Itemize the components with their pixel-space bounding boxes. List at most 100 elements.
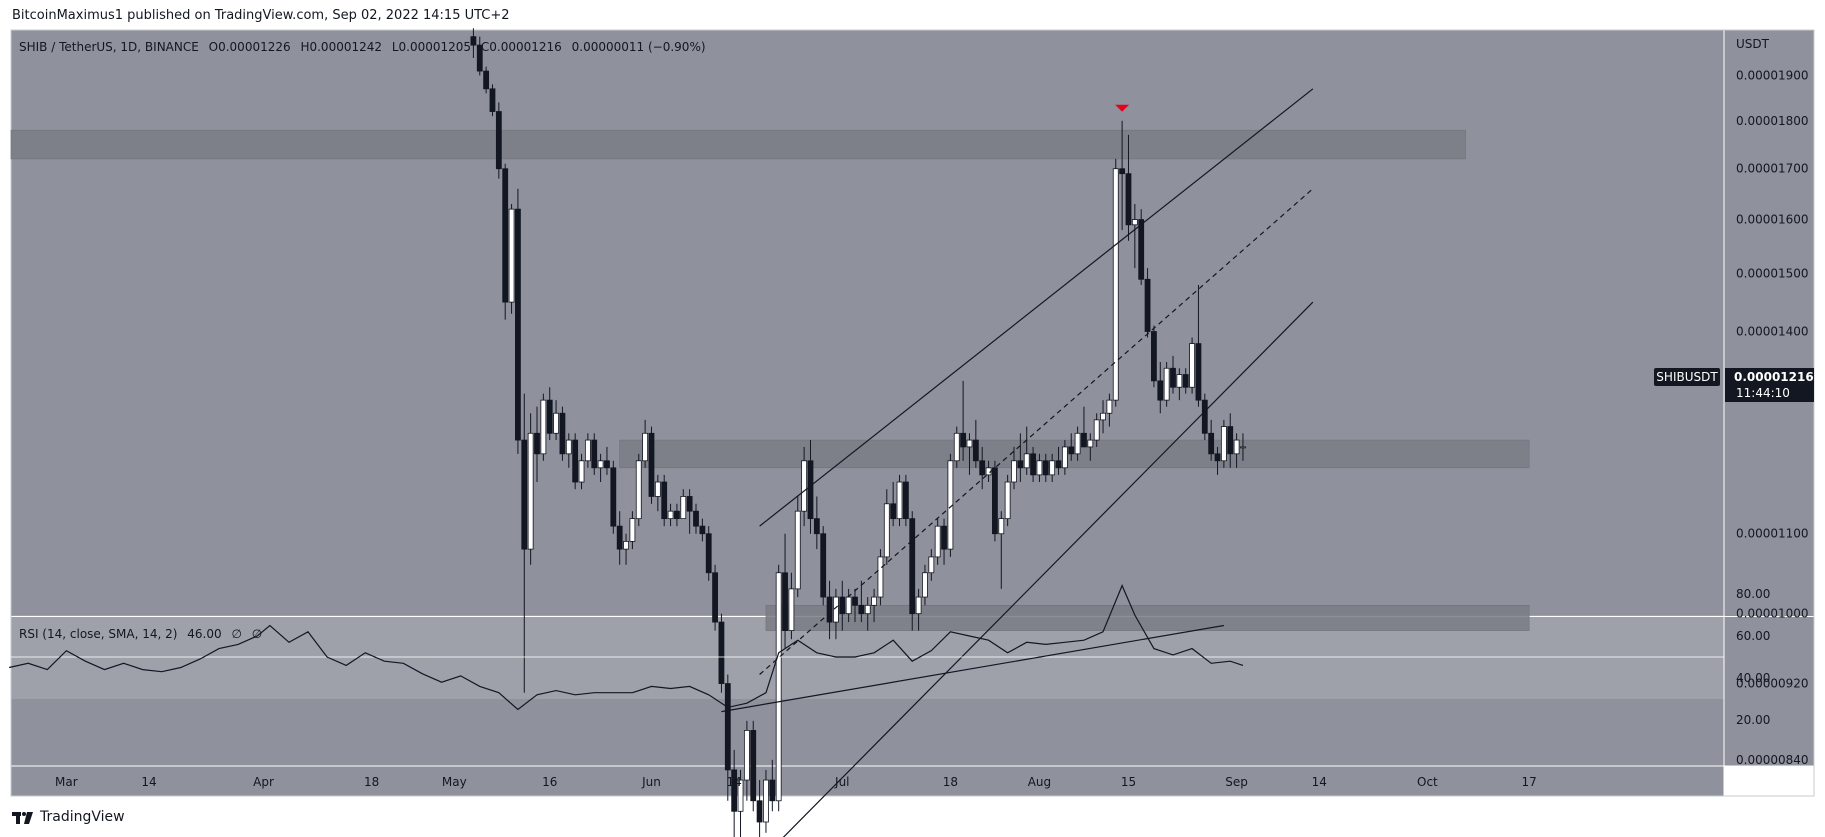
time-tick-label: Mar [55,775,78,789]
candle-body [775,572,782,802]
candle-body [858,604,865,615]
rsi-axis: 80.00 60.00 40.00 20.00 [1736,587,1770,727]
chart-outline [10,29,1815,797]
candle-body [737,779,744,812]
currency-label: USDT [1736,37,1770,51]
time-tick-label: Oct [1417,775,1438,789]
candle-body [820,533,827,598]
candle-body [1036,460,1043,476]
candle-body [629,518,636,542]
candle-body [553,412,559,434]
candle-body [508,208,515,303]
candle-body [1112,168,1119,401]
candle-body [953,432,960,462]
candle-body [1201,399,1208,434]
candle-body [546,399,553,434]
support-resistance-zone [10,129,1466,160]
low-label: L [391,40,399,54]
candle-body [864,604,871,615]
candle-body [1240,446,1246,449]
candlesticks [470,28,1246,837]
time-tick-label: Jul [834,775,849,789]
candle-body [724,683,731,771]
candle-body [680,496,687,520]
candle-body [769,779,776,802]
symbol-name: SHIB / TetherUS, 1D, BINANCE [19,40,199,54]
tradingview-logo[interactable]: TradingView [12,809,125,825]
channel-trendlines [759,88,1314,837]
rsi-indicator [8,584,1724,713]
rsi-null-1: ∅ [231,627,242,641]
time-tick-label: Aug [1028,775,1051,789]
candle-body [1049,460,1056,476]
candle-body [705,533,712,574]
rsi-tick-label: 80.00 [1736,587,1770,601]
candle-body [1233,439,1240,455]
candle-body [1131,219,1138,226]
candle-body [947,460,954,550]
rsi-trendline [721,624,1224,713]
candle-body [623,540,629,550]
time-tick-label: 17 [1522,775,1537,789]
candle-body [476,44,483,72]
candle-body [1170,367,1176,388]
rsi-tick-label: 60.00 [1736,629,1770,643]
candle-body [584,439,591,462]
candle-body [1087,439,1094,448]
candle-body [1068,446,1075,455]
price-tick-label: 0.00001500 [1736,267,1809,281]
price-tick-label: 0.00000840 [1736,753,1809,767]
price-tick-label: 0.00001100 [1736,527,1809,541]
open-value: 0.00001226 [218,40,291,54]
candle-body [743,730,750,781]
time-axis-panel[interactable] [11,766,1724,796]
candle-body [565,439,572,455]
candle-body [1055,460,1062,469]
candle-body [750,730,757,802]
candle-body [1189,343,1195,388]
candle-body [1151,331,1157,382]
candle-body [540,399,547,455]
candle-body [559,412,566,455]
candle-body [1163,367,1170,401]
rsi-tick-label: 40.00 [1736,671,1770,685]
candle-body [1017,460,1024,469]
close-value: 0.00001216 [489,40,562,54]
candle-body [1061,446,1068,469]
close-label: C [480,40,490,54]
time-tick-label: May [442,775,467,789]
candle-body [1176,374,1183,388]
change-value: 0.00000011 (−0.90%) [571,40,706,54]
main-chart-panel[interactable] [11,30,1724,616]
candle-body [502,168,509,303]
down-triangle-icon [1115,104,1130,112]
candle-body [635,460,642,520]
symbol-legend[interactable]: SHIB / TetherUS, 1D, BINANCE O0.00001226… [19,40,706,54]
candle-body [686,496,693,512]
candle-body [1227,426,1234,455]
candle-body [718,621,725,684]
candle-body [712,572,718,623]
price-tick-label: 0.00001700 [1736,162,1809,176]
support-resistance-zone [765,605,1530,631]
candle-body [972,439,979,462]
candle-body [699,525,706,535]
candle-body [928,556,935,574]
candle-body [998,518,1005,535]
rsi-null-2: ∅ [251,627,263,641]
last-price-label: 0.00001216 [1734,370,1814,384]
candle-body [616,525,623,550]
candle-body [1119,168,1126,175]
tradingview-logo-icon [12,812,33,824]
rsi-legend[interactable]: RSI (14, close, SMA, 14, 2) 46.00 ∅ ∅ [19,627,262,641]
channel-line [782,301,1314,837]
footer-brand-text: TradingView [40,809,125,825]
high-label: H [300,40,310,54]
candle-body [1100,412,1106,421]
candle-body [1081,432,1087,448]
candle-body [788,588,795,631]
candle-body [1144,278,1151,332]
time-tick-label: 16 [542,775,557,789]
candle-body [578,460,585,483]
